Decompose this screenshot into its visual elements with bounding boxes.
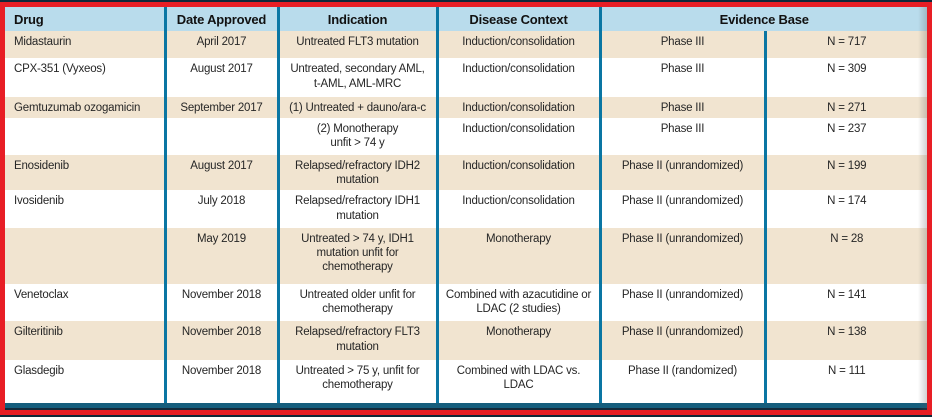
date-cell: July 2018 xyxy=(163,190,278,228)
indication-cell: (1) Untreated + dauno/ara-c xyxy=(276,96,437,118)
drug-cell: CPX-351 (Vyxeos) xyxy=(14,63,106,76)
header-cell-disease-context: Disease Context xyxy=(435,7,600,31)
n-cell: N = 28 xyxy=(763,227,927,284)
context-cell: Induction/consolidation xyxy=(435,96,600,118)
table-header: Drug Date Approved Indication Disease Co… xyxy=(5,7,927,31)
context-cell: Induction/consolidation xyxy=(435,190,600,228)
phase-cell: Phase III xyxy=(598,96,765,118)
header-row: Drug Date Approved Indication Disease Co… xyxy=(5,7,927,31)
drug-cell: Ivosidenib xyxy=(14,195,64,208)
context-cell: Combined with LDAC vs. LDAC xyxy=(435,359,600,403)
drug-cell xyxy=(5,118,165,155)
drug-cell: Gemtuzumab ozogamicin xyxy=(14,101,141,114)
n-cell: N = 141 xyxy=(763,284,927,322)
indication-cell: Relapsed/refractory IDH1 mutation xyxy=(276,190,437,228)
drug-cell: Enosidenib xyxy=(14,159,69,172)
drug-approval-table: Drug Date Approved Indication Disease Co… xyxy=(5,7,927,403)
context-cell: Combined with azacutidine or LDAC (2 stu… xyxy=(435,284,600,322)
date-cell: September 2017 xyxy=(163,96,278,118)
date-cell: November 2018 xyxy=(163,359,278,403)
header-cell-indication: Indication xyxy=(276,7,437,31)
n-cell: N = 138 xyxy=(763,321,927,360)
header-cell-drug: Drug xyxy=(5,7,165,31)
indication-cell: (2) Monotherapy unfit > 74 y xyxy=(276,117,437,155)
indication-cell: Untreated > 75 y, unfit for chemotherapy xyxy=(276,359,437,403)
date-cell: November 2018 xyxy=(163,321,278,360)
context-cell: Induction/consolidation xyxy=(435,154,600,191)
n-cell: N = 309 xyxy=(763,58,927,97)
table-row: Gemtuzumab ozogamicin September 2017 (1)… xyxy=(5,96,927,118)
phase-cell: Phase III xyxy=(598,117,765,155)
context-cell: Induction/consolidation xyxy=(435,117,600,155)
indication-cell: Relapsed/refractory FLT3 mutation xyxy=(276,321,437,360)
n-cell: N = 111 xyxy=(763,359,927,403)
bottom-rule xyxy=(5,403,927,410)
date-cell: November 2018 xyxy=(163,284,278,322)
table-row: (2) Monotherapy unfit > 74 y Induction/c… xyxy=(5,117,927,155)
context-cell: Monotherapy xyxy=(435,227,600,284)
date-cell: August 2017 xyxy=(163,154,278,191)
indication-cell: Untreated, secondary AML, t-AML, AML-MRC xyxy=(276,58,437,97)
phase-cell: Phase III xyxy=(598,31,765,59)
table-row: Venetoclax November 2018 Untreated older… xyxy=(5,284,927,322)
table-row: CPX-351 (Vyxeos) August 2017 Untreated, … xyxy=(5,58,927,97)
header-cell-evidence-base: Evidence Base xyxy=(598,7,927,31)
phase-cell: Phase II (unrandomized) xyxy=(598,227,765,284)
context-cell: Induction/consolidation xyxy=(435,31,600,59)
n-cell: N = 717 xyxy=(763,31,927,59)
header-cell-date-approved: Date Approved xyxy=(163,7,278,31)
phase-cell: Phase III xyxy=(598,58,765,97)
phase-cell: Phase II (unrandomized) xyxy=(598,190,765,228)
n-cell: N = 271 xyxy=(763,96,927,118)
n-cell: N = 199 xyxy=(763,154,927,191)
date-cell: April 2017 xyxy=(163,31,278,59)
drug-cell: Gilteritinib xyxy=(14,326,63,339)
drug-cell: Venetoclax xyxy=(14,289,69,301)
context-cell: Induction/consolidation xyxy=(435,58,600,97)
drug-cell: Glasdegib xyxy=(14,364,64,377)
date-cell xyxy=(163,117,278,155)
table-row: Glasdegib November 2018 Untreated > 75 y… xyxy=(5,359,927,403)
drug-cell: Midastaurin xyxy=(14,36,72,48)
table-row: Gilteritinib November 2018 Relapsed/refr… xyxy=(5,321,927,360)
date-cell: August 2017 xyxy=(163,58,278,97)
table-row: May 2019 Untreated > 74 y, IDH1 mutation… xyxy=(5,227,927,284)
phase-cell: Phase II (randomized) xyxy=(598,359,765,403)
table-row: Ivosidenib July 2018 Relapsed/refractory… xyxy=(5,190,927,228)
drug-cell xyxy=(5,228,165,284)
table-row: Midastaurin April 2017 Untreated FLT3 mu… xyxy=(5,31,927,59)
indication-cell: Untreated > 74 y, IDH1 mutation unfit fo… xyxy=(276,227,437,284)
indication-cell: Relapsed/refractory IDH2 mutation xyxy=(276,154,437,191)
n-cell: N = 174 xyxy=(763,190,927,228)
phase-cell: Phase II (unrandomized) xyxy=(598,321,765,360)
table-row: Enosidenib August 2017 Relapsed/refracto… xyxy=(5,154,927,191)
context-cell: Monotherapy xyxy=(435,321,600,360)
table-body: Midastaurin April 2017 Untreated FLT3 mu… xyxy=(5,31,927,403)
phase-cell: Phase II (unrandomized) xyxy=(598,154,765,191)
n-cell: N = 237 xyxy=(763,117,927,155)
indication-cell: Untreated older unfit for chemotherapy xyxy=(276,284,437,322)
date-cell: May 2019 xyxy=(163,227,278,284)
indication-cell: Untreated FLT3 mutation xyxy=(276,31,437,59)
phase-cell: Phase II (unrandomized) xyxy=(598,284,765,322)
